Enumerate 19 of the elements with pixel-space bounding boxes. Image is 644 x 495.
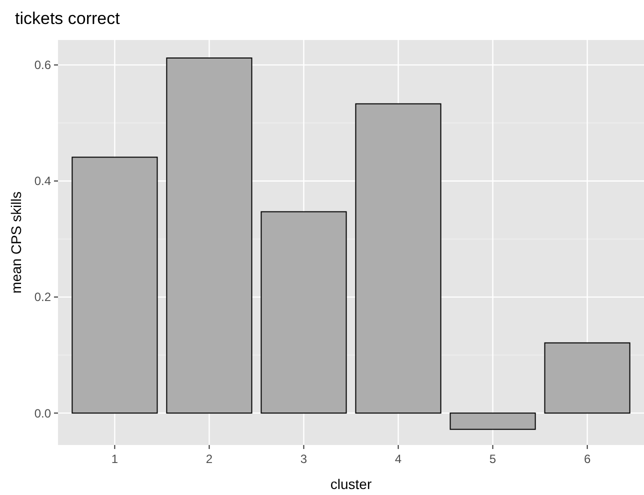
x-tick-label: 1	[111, 452, 118, 466]
bar	[355, 103, 442, 414]
chart-title: tickets correct	[15, 9, 120, 28]
y-tick-label: 0.6	[34, 58, 52, 72]
bar	[450, 412, 536, 430]
bar	[166, 57, 252, 414]
x-axis-title: cluster	[330, 476, 372, 492]
bar	[72, 156, 158, 414]
x-tick-label: 4	[394, 452, 402, 466]
bar	[544, 342, 630, 414]
y-axis-title: mean CPS skills	[8, 192, 24, 294]
y-tick-label: 0.4	[34, 174, 52, 188]
y-tick-label: 0.0	[34, 406, 52, 420]
x-tick-label: 3	[300, 452, 308, 466]
x-tick-label: 6	[584, 452, 591, 466]
bar	[260, 211, 347, 414]
y-tick-label: 0.2	[34, 290, 52, 304]
x-tick-label: 2	[206, 452, 213, 466]
x-tick-label: 5	[489, 452, 496, 466]
